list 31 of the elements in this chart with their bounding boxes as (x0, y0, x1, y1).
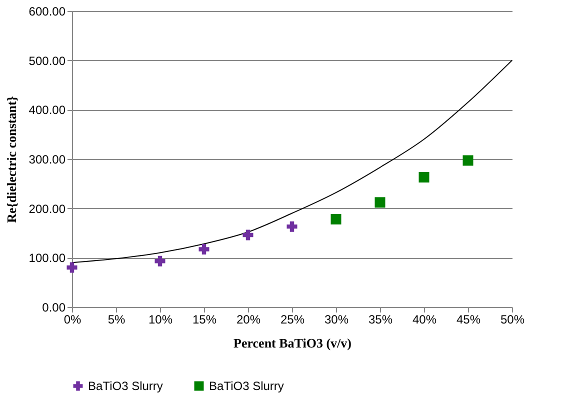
y-tick-label: 0.00 (42, 300, 66, 314)
x-tick-label: 30% (324, 312, 349, 326)
point (66, 262, 78, 273)
y-tick-label: 600.00 (28, 4, 66, 18)
y-tick-label: 100.00 (28, 251, 66, 266)
x-tick-label: 5% (108, 312, 126, 326)
x-tick-label: 15% (192, 312, 217, 326)
point (330, 214, 342, 224)
y-tick-label: 400.00 (28, 103, 66, 118)
y-tick-label: 200.00 (28, 202, 66, 216)
point (198, 244, 210, 255)
x-tick-label: 20% (236, 312, 261, 326)
point (374, 197, 386, 208)
x-tick-label: 35% (368, 312, 393, 326)
x-axis-title: Percent BaTiO3 (v/v) (234, 336, 352, 350)
x-tick-label: 0% (64, 312, 82, 326)
y-axis-title: Re{dielectric constant} (4, 96, 19, 223)
x-tick-label: 10% (148, 312, 173, 326)
legend-label: BaTiO3 Slurry (209, 379, 284, 393)
x-tick-label: 45% (456, 312, 481, 326)
y-tick-label: 500.00 (28, 54, 66, 68)
point (154, 256, 166, 266)
point (418, 172, 430, 182)
point (286, 221, 298, 232)
x-tick-label: 50% (500, 312, 525, 326)
y-tick-label: 300.00 (28, 152, 66, 166)
point (242, 230, 254, 240)
point (462, 155, 474, 166)
x-tick-label: 40% (412, 312, 437, 326)
x-tick-label: 25% (280, 312, 305, 326)
legend-label: BaTiO3 Slurry (88, 379, 163, 393)
